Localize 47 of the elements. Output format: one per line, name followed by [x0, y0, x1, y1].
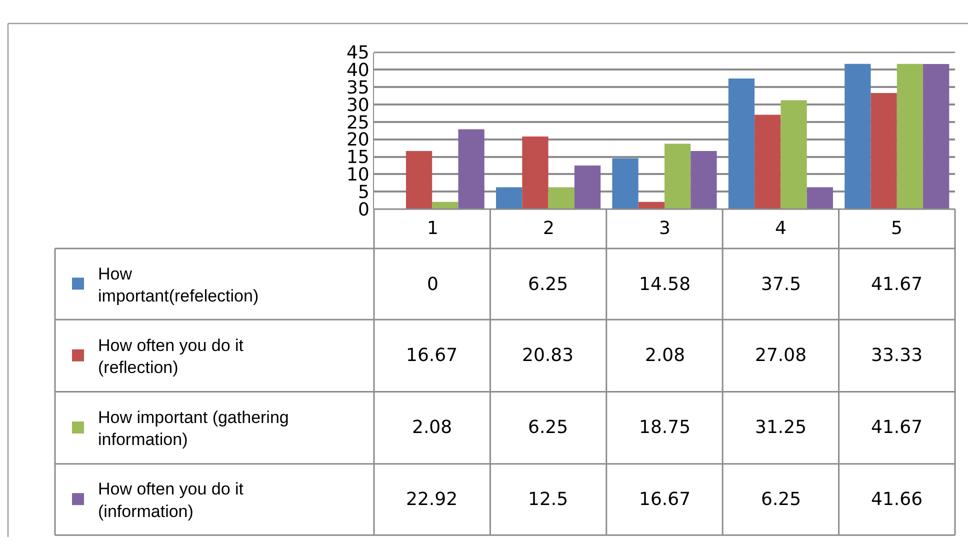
legend-label: How often you do it (reflection) — [98, 336, 244, 378]
bar — [432, 202, 458, 210]
bar — [923, 64, 950, 210]
data-label: 6.25 — [528, 417, 568, 438]
data-label: 14.58 — [639, 274, 691, 295]
bar — [780, 100, 807, 210]
data-label: 6.25 — [761, 489, 802, 510]
data-label: 2.08 — [412, 417, 452, 438]
data-label: 20.83 — [522, 345, 574, 366]
bar — [870, 92, 897, 210]
bar — [612, 158, 638, 210]
bar — [574, 166, 601, 210]
bar — [728, 78, 755, 210]
bar — [690, 151, 717, 210]
bar — [458, 129, 484, 210]
data-label: 16.67 — [406, 345, 458, 366]
data-label: 27.08 — [755, 345, 807, 366]
data-label: 6.25 — [528, 274, 568, 295]
legend-label: How important (gathering information) — [98, 408, 289, 450]
x-tick-label: 4 — [775, 218, 786, 239]
data-label: 0 — [427, 274, 438, 295]
x-tick-label: 3 — [659, 218, 670, 239]
data-label: 12.5 — [528, 489, 568, 510]
bar — [406, 151, 432, 210]
bar — [664, 144, 691, 210]
bar — [844, 64, 871, 210]
data-label: 41.67 — [871, 274, 923, 295]
legend-label: How important(refelection) — [98, 264, 259, 306]
data-label: 22.92 — [406, 489, 458, 510]
bar — [806, 187, 833, 210]
bar — [754, 114, 781, 210]
data-label: 18.75 — [639, 417, 691, 438]
bar — [896, 64, 924, 210]
bar — [548, 187, 574, 210]
legend-label: How often you do it (information) — [98, 480, 244, 521]
data-label: 31.25 — [755, 417, 807, 438]
data-label: 41.67 — [871, 417, 923, 438]
data-label: 41.66 — [871, 489, 923, 510]
bar — [522, 136, 548, 210]
data-label: 16.67 — [639, 489, 691, 510]
data-label: 33.33 — [871, 345, 923, 366]
x-tick-label: 1 — [427, 218, 438, 239]
data-label: 37.5 — [761, 274, 802, 295]
bar — [496, 187, 522, 210]
data-label: 2.08 — [645, 345, 686, 366]
x-tick-label: 2 — [543, 218, 554, 239]
x-tick-label: 5 — [891, 218, 902, 239]
